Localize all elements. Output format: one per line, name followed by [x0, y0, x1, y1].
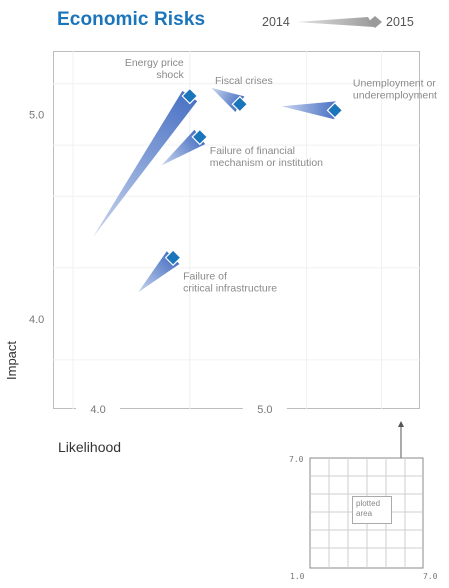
- risk-label: Failure of: [183, 271, 227, 283]
- inset-y-top-tick: 7.0: [289, 455, 304, 464]
- inset-x-left-tick: 1.0: [290, 572, 305, 581]
- x-tick-label: 5.0: [257, 404, 272, 416]
- plotted-area-label-line2: area: [356, 509, 373, 518]
- risk-label: underemployment: [353, 89, 437, 101]
- risk-label: mechanism or institution: [210, 157, 323, 169]
- risk-label: Energy price: [125, 57, 184, 69]
- y-tick-label: 5.0: [29, 109, 44, 121]
- risk-arrow: [281, 101, 336, 120]
- chart-title: Economic Risks: [57, 9, 206, 30]
- arrow-up-icon: [398, 421, 404, 427]
- risk-marker: [231, 95, 249, 113]
- risk-arrow: [93, 90, 198, 238]
- plotted-area-label: plotted area: [352, 496, 392, 524]
- legend-arrow-icon: [296, 16, 382, 28]
- risk-label: Failure of financial: [210, 145, 295, 157]
- x-tick-bg: [76, 403, 121, 415]
- plotted-area-label-line1: plotted: [356, 499, 381, 508]
- risk-marker: [164, 249, 182, 266]
- x-axis-label: Likelihood: [58, 439, 122, 455]
- risk-marker: [181, 87, 199, 105]
- x-tick-label: 4.0: [90, 404, 105, 416]
- y-tick-label: 4.0: [29, 314, 44, 326]
- plot-area: [53, 51, 420, 409]
- legend-start-year: 2014: [262, 15, 290, 29]
- risk-marker: [326, 101, 344, 119]
- inset-x-right-tick: 7.0: [423, 572, 438, 581]
- risk-marker: [191, 128, 209, 146]
- legend-end-year: 2015: [386, 15, 414, 29]
- risk-label: critical infrastructure: [183, 283, 277, 295]
- x-tick-bg: [242, 403, 287, 415]
- y-axis-label: Impact: [4, 340, 19, 380]
- risk-label: Unemployment or: [353, 77, 436, 89]
- risk-label: shock: [156, 69, 184, 81]
- risk-label: Fiscal crises: [215, 75, 273, 87]
